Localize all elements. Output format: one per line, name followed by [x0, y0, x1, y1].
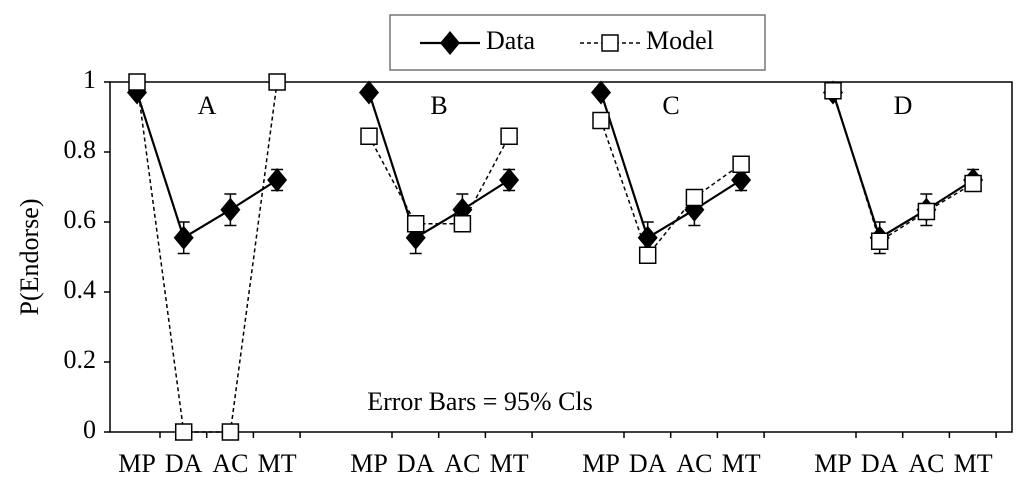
x-tick-label: MT — [490, 449, 529, 478]
point — [221, 423, 240, 441]
x-tick-label: MP — [350, 449, 388, 478]
x-tick-label: AC — [212, 449, 248, 478]
x-tick-label: MP — [814, 449, 852, 478]
point — [173, 225, 194, 250]
point — [824, 82, 842, 100]
point — [731, 168, 752, 192]
point — [406, 215, 425, 233]
series-line — [600, 120, 742, 257]
legend-marker — [601, 34, 619, 52]
point — [500, 127, 518, 145]
point — [870, 232, 889, 250]
point — [128, 73, 146, 91]
panel-label: C — [662, 91, 679, 120]
point — [267, 168, 288, 192]
x-tick-label: MP — [582, 449, 620, 478]
x-tick-label: DA — [629, 449, 667, 478]
x-tick-label: AC — [908, 449, 944, 478]
y-tick-label: 0.6 — [64, 205, 97, 234]
y-tick-label: 0 — [83, 415, 96, 444]
series-line — [136, 81, 278, 433]
annotation: Error Bars = 95% Cls — [367, 387, 593, 416]
legend-marker — [440, 31, 460, 55]
legend-label: Model — [646, 26, 714, 55]
plot-frame — [109, 81, 1013, 433]
point — [637, 225, 658, 250]
series-line — [599, 92, 742, 240]
point — [685, 188, 704, 207]
point — [917, 202, 936, 221]
point — [499, 168, 520, 192]
point — [964, 174, 982, 193]
panel-label: B — [430, 91, 447, 120]
series-line — [368, 135, 510, 225]
point — [592, 111, 610, 130]
y-tick-label: 0.2 — [64, 345, 97, 374]
point — [591, 80, 611, 105]
series-line — [832, 90, 974, 243]
x-tick-label: MT — [722, 449, 761, 478]
point — [638, 246, 657, 264]
y-tick-label: 0.8 — [64, 135, 97, 164]
point — [732, 155, 750, 173]
x-tick-label: DA — [861, 449, 899, 478]
point — [220, 197, 241, 222]
series-line — [135, 92, 278, 240]
x-tick-label: DA — [165, 449, 203, 478]
y-tick-label: 1 — [83, 65, 96, 94]
x-tick-label: MT — [258, 449, 297, 478]
y-tick-label: 0.4 — [64, 275, 97, 304]
x-tick-label: AC — [444, 449, 480, 478]
panel-label: A — [198, 91, 217, 120]
legend-label: Data — [486, 26, 536, 55]
panel-label: D — [894, 91, 913, 120]
point — [268, 73, 286, 91]
point — [360, 127, 378, 145]
x-tick-label: MP — [118, 449, 156, 478]
point — [453, 215, 472, 233]
point — [359, 80, 379, 105]
y-axis-label: P(Endorse) — [15, 199, 44, 316]
x-tick-label: AC — [676, 449, 712, 478]
x-tick-label: DA — [397, 449, 435, 478]
point — [174, 423, 193, 441]
x-tick-label: MT — [954, 449, 993, 478]
